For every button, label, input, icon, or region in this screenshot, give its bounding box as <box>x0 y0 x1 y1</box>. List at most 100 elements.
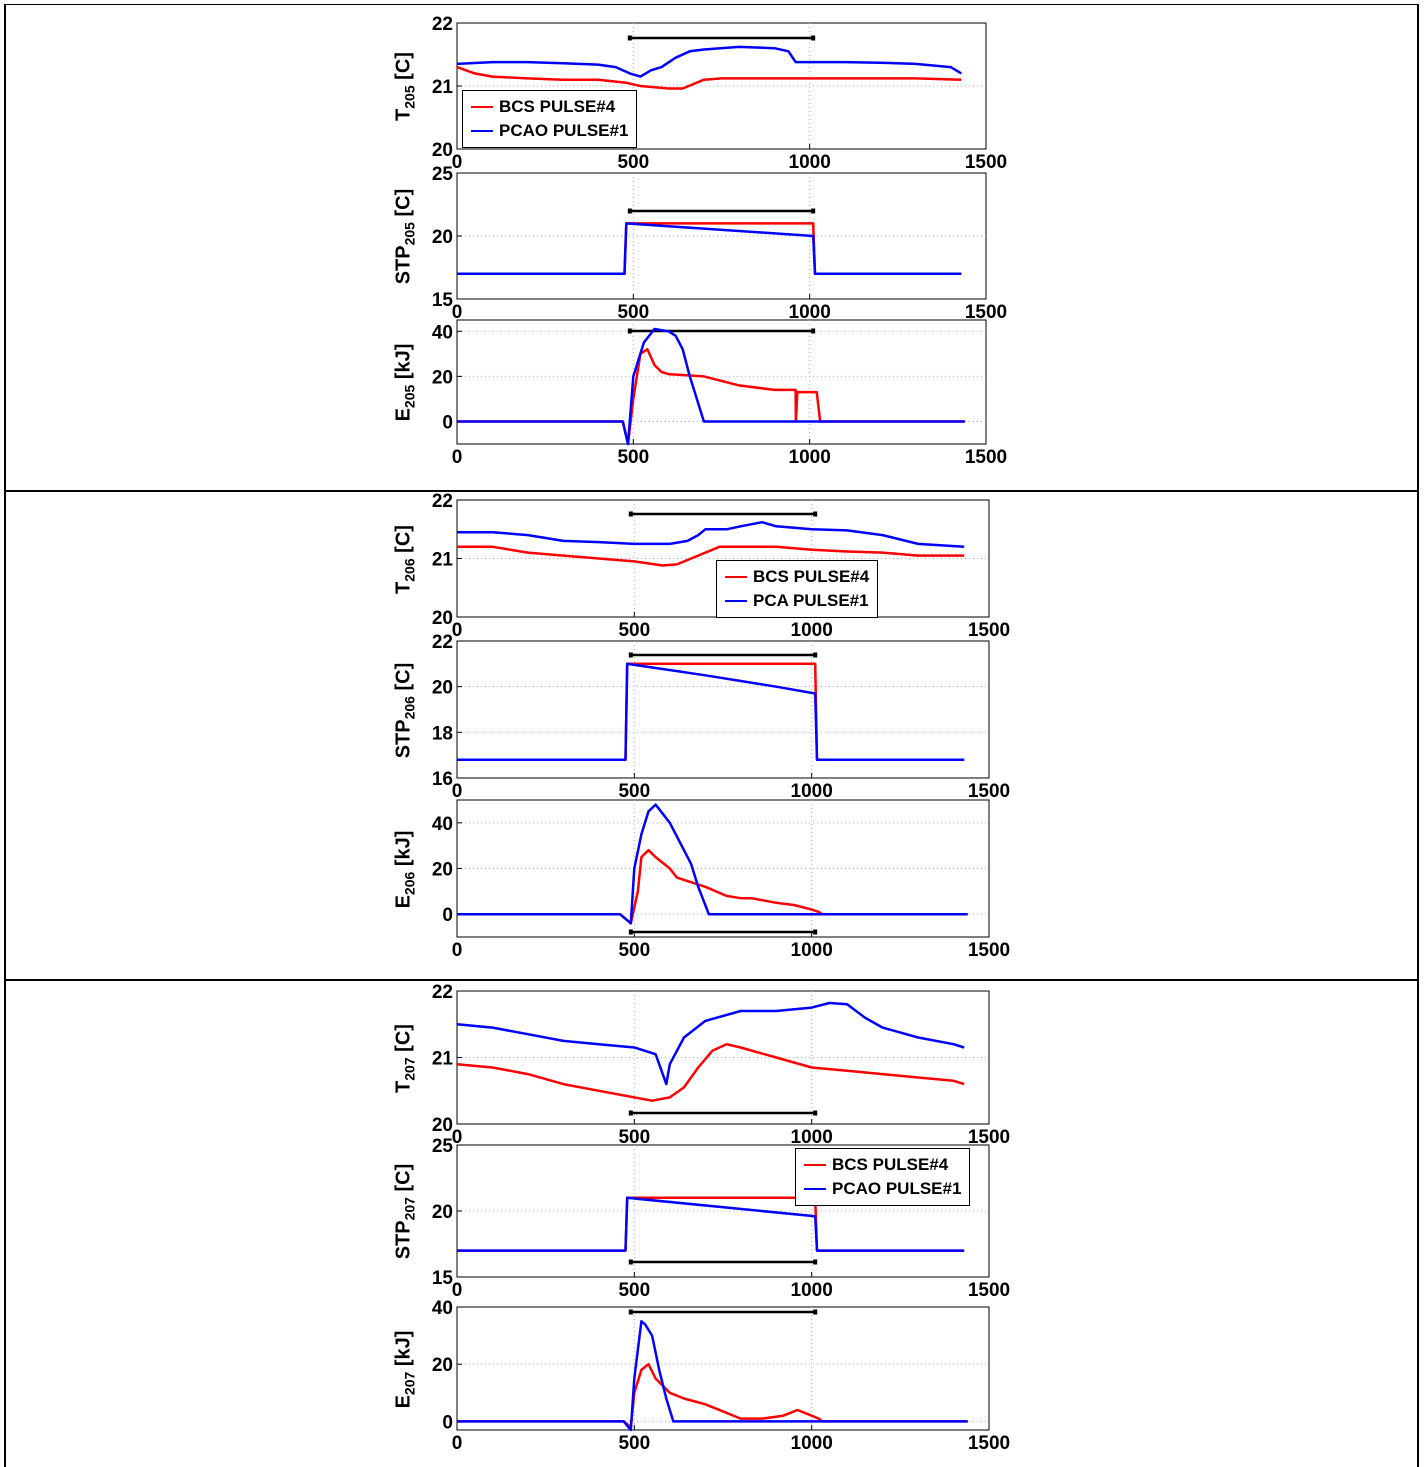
series-line-bcs <box>456 1042 965 1102</box>
y-label-unit: [C] <box>392 662 415 696</box>
series-line-pca <box>456 45 962 78</box>
frame-top <box>4 4 1419 5</box>
y-tick-label: 0 <box>442 905 453 926</box>
y-tick-label: 20 <box>432 367 453 388</box>
x-tick-label: 500 <box>618 781 650 802</box>
interval-bar-start <box>628 1110 633 1116</box>
y-label-main: STP <box>392 245 415 285</box>
x-tick-label: 1000 <box>791 781 833 802</box>
legend-item: BCS PULSE#4 <box>725 565 869 589</box>
y-axis-label: E205 [kJ] <box>393 313 418 453</box>
panel-8: 0 500 1000 1500 0 20 40 <box>432 1298 1010 1454</box>
y-tick-label: 18 <box>432 723 453 744</box>
legend-swatch <box>725 576 747 578</box>
y-tick-label: 22 <box>432 491 453 512</box>
legend-label: BCS PULSE#4 <box>499 97 616 116</box>
interval-bar-start <box>627 328 632 334</box>
y-tick-label: 22 <box>432 982 453 1003</box>
y-axis-label: E207 [kJ] <box>393 1299 418 1439</box>
panel-2: 0 500 1000 1500 0 20 40 <box>432 319 1007 468</box>
x-tick-label: 1500 <box>968 1280 1010 1301</box>
x-tick-label: 0 <box>452 620 463 641</box>
x-tick-label: 500 <box>618 1280 650 1301</box>
interval-bar-start <box>627 208 632 214</box>
legend-label: PCAO PULSE#1 <box>499 121 629 140</box>
y-label-sub: 207 <box>401 1197 418 1221</box>
series-line-pca <box>457 327 965 446</box>
y-tick-label: 40 <box>432 814 453 835</box>
y-label-unit: [C] <box>392 1163 415 1198</box>
y-axis-label: STP207 [C] <box>393 1142 418 1282</box>
legend: BCS PULSE#4 PCAO PULSE#1 <box>795 1148 971 1206</box>
legend-item: PCAO PULSE#1 <box>804 1177 961 1201</box>
y-tick-label: 40 <box>432 322 453 343</box>
y-label-main: E <box>392 894 415 908</box>
interval-bar-end <box>811 328 816 334</box>
frame-right <box>1417 4 1419 1467</box>
series-line-pca <box>456 1001 965 1086</box>
legend-swatch <box>725 600 747 602</box>
legend-swatch <box>471 130 493 132</box>
frame-divider-2 <box>4 979 1419 981</box>
panel-1: 0 500 1000 1500 15 20 25 <box>432 164 1007 323</box>
y-label-sub: 205 <box>401 222 418 246</box>
y-tick-label: 20 <box>432 860 453 881</box>
y-label-sub: 207 <box>401 1371 418 1395</box>
series-line-bcs <box>457 545 965 567</box>
x-tick-label: 1000 <box>791 1127 833 1148</box>
y-tick-label: 21 <box>432 550 454 571</box>
x-tick-label: 1500 <box>968 781 1010 802</box>
y-axis-label: T206 [C] <box>393 489 418 629</box>
interval-bar-start <box>628 1309 633 1315</box>
series-line-bcs <box>457 848 968 925</box>
y-label-main: STP <box>392 1220 415 1260</box>
legend: BCS PULSE#4 PCA PULSE#1 <box>716 560 879 618</box>
x-tick-label: 500 <box>618 620 650 641</box>
legend-swatch <box>471 106 493 108</box>
y-tick-label: 22 <box>432 632 453 653</box>
y-label-main: STP <box>392 718 415 758</box>
interval-bar-end <box>813 929 818 935</box>
interval-bar-end <box>813 511 818 517</box>
x-tick-label: 1500 <box>968 940 1010 961</box>
y-label-unit: [kJ] <box>392 1330 415 1372</box>
y-tick-label: 16 <box>432 769 453 790</box>
x-tick-label: 500 <box>618 1127 650 1148</box>
x-tick-label: 1000 <box>791 1280 833 1301</box>
y-label-unit: [C] <box>392 188 415 223</box>
x-tick-label: 0 <box>452 781 463 802</box>
interval-bar-end <box>813 1259 818 1265</box>
y-tick-label: 20 <box>432 1202 453 1223</box>
y-label-unit: [C] <box>392 52 415 86</box>
panel-6: 0 500 1000 1500 20 21 22 <box>432 982 1010 1148</box>
y-axis-label: STP205 [C] <box>393 167 418 307</box>
interval-bar-start <box>628 511 633 517</box>
y-label-unit: [kJ] <box>392 343 415 385</box>
x-tick-label: 0 <box>452 1127 463 1148</box>
x-tick-label: 500 <box>617 302 649 323</box>
series-line-pca <box>457 662 965 761</box>
y-label-sub: 206 <box>401 871 418 895</box>
frame-left <box>4 4 6 1467</box>
x-tick-label: 1000 <box>789 447 831 468</box>
y-tick-label: 0 <box>442 412 453 433</box>
y-tick-label: 20 <box>432 140 453 161</box>
x-tick-label: 1500 <box>965 302 1007 323</box>
x-tick-label: 1500 <box>965 152 1007 173</box>
y-label-unit: [kJ] <box>392 830 415 872</box>
y-tick-label: 25 <box>432 164 454 185</box>
axes-box <box>456 640 990 779</box>
y-axis-label: T207 [C] <box>393 988 418 1128</box>
legend-label: BCS PULSE#4 <box>753 567 870 586</box>
interval-bar-start <box>628 1259 633 1265</box>
x-tick-label: 1000 <box>791 1433 833 1454</box>
x-tick-label: 0 <box>452 447 463 468</box>
x-tick-label: 1500 <box>965 447 1007 468</box>
y-label-main: E <box>392 1394 415 1408</box>
y-label-sub: 206 <box>401 557 418 582</box>
series-line-pca <box>457 1320 968 1432</box>
y-label-main: T <box>392 1080 415 1093</box>
series-line-pca <box>457 1196 965 1252</box>
legend-item: PCAO PULSE#1 <box>471 119 628 143</box>
series-line-bcs <box>456 65 962 90</box>
